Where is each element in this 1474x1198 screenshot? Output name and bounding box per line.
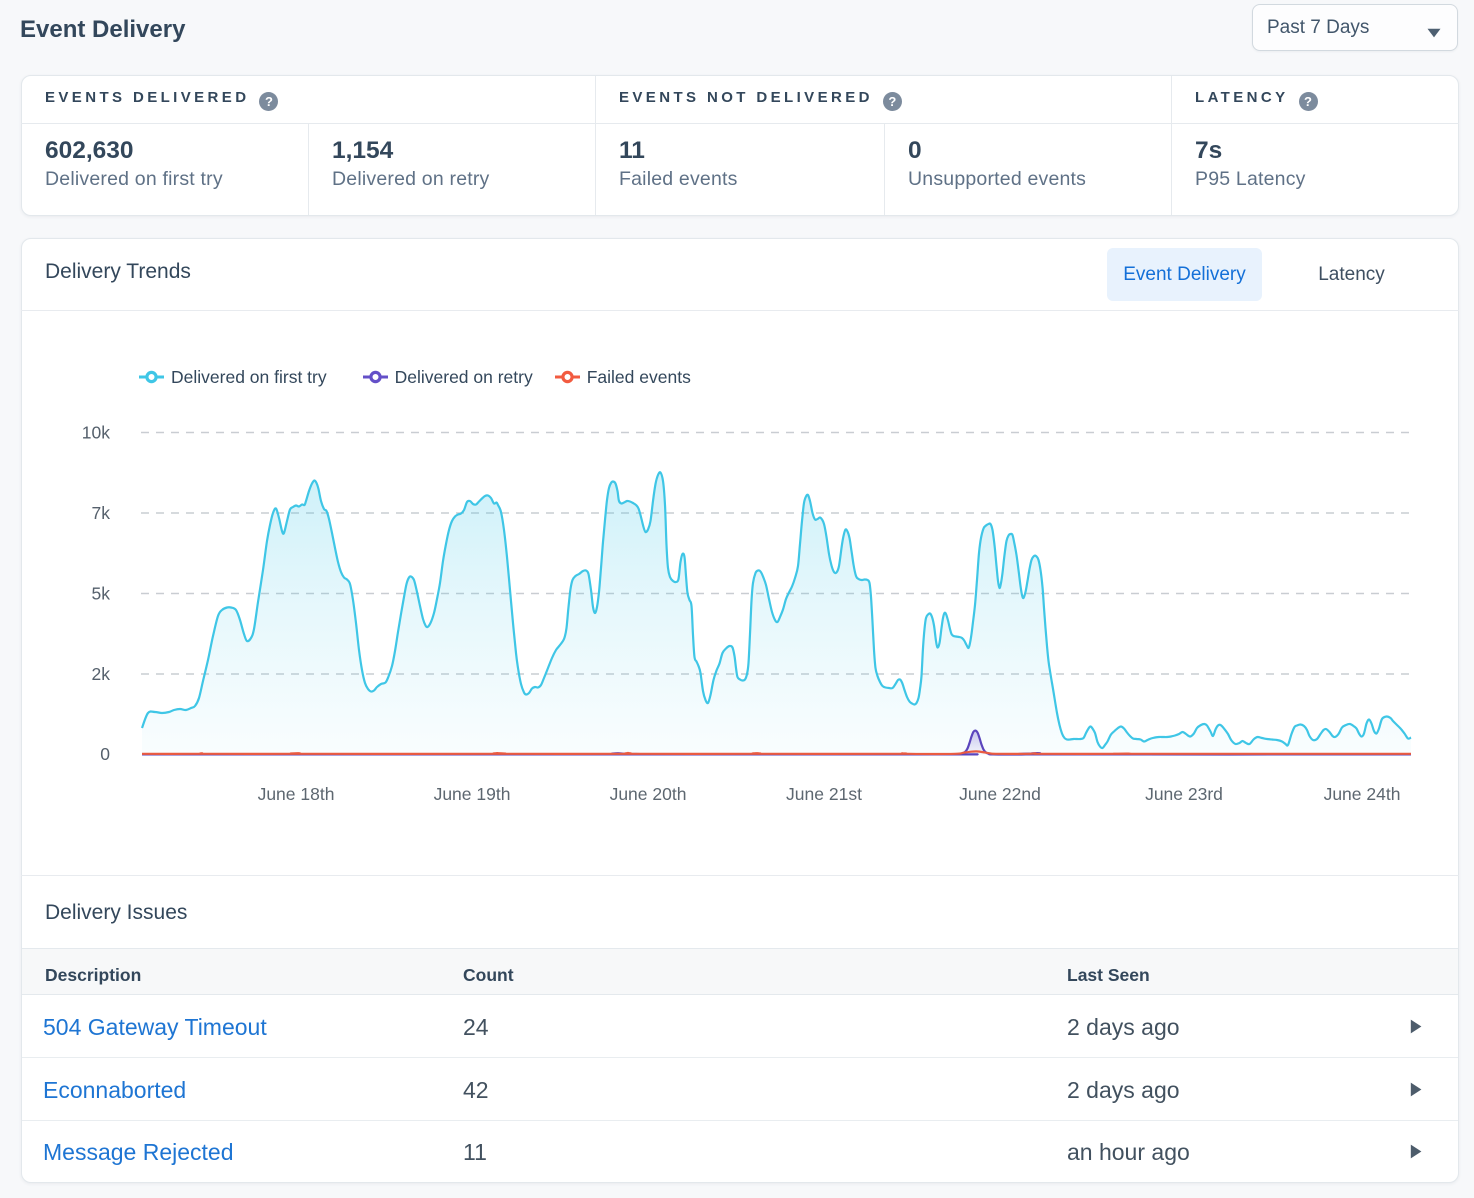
svg-text:June 23rd: June 23rd [1145, 784, 1223, 804]
svg-text:2k: 2k [92, 664, 111, 684]
svg-text:June 20th: June 20th [610, 784, 687, 804]
svg-text:7k: 7k [92, 503, 111, 523]
svg-text:10k: 10k [82, 423, 110, 443]
svg-text:June 19th: June 19th [434, 784, 511, 804]
svg-text:0: 0 [100, 744, 110, 764]
svg-text:June 24th: June 24th [1324, 784, 1401, 804]
svg-text:5k: 5k [92, 584, 111, 604]
svg-text:June 21st: June 21st [786, 784, 862, 804]
svg-text:June 18th: June 18th [258, 784, 335, 804]
svg-text:June 22nd: June 22nd [959, 784, 1041, 804]
